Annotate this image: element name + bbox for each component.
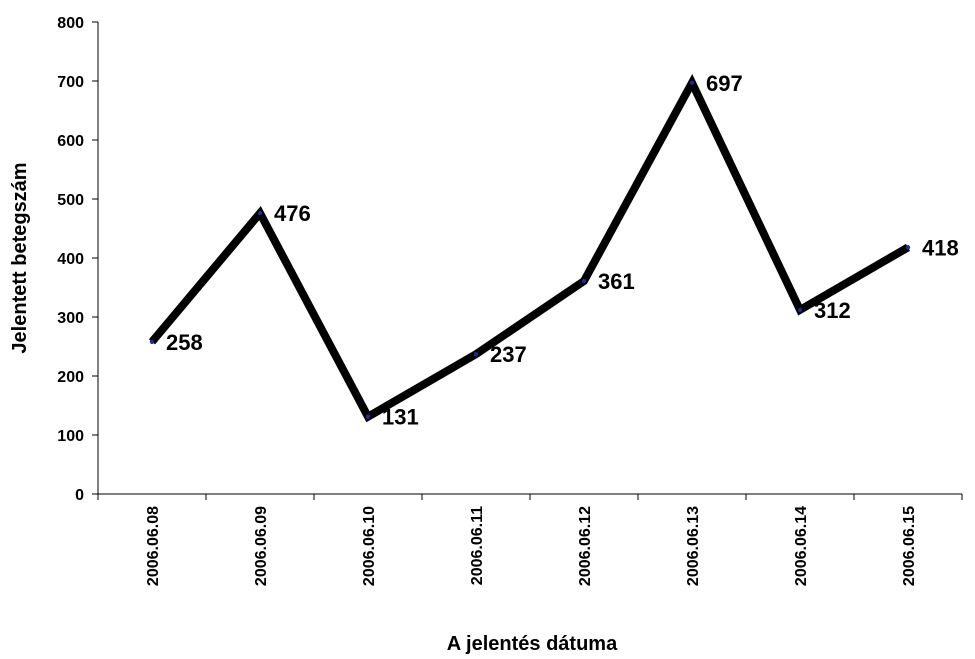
y-tick-label: 700 — [57, 74, 84, 91]
data-label: 476 — [274, 201, 311, 226]
x-axis-title: A jelentés dátuma — [447, 633, 618, 655]
y-tick-label: 100 — [57, 428, 84, 445]
data-point — [905, 245, 911, 250]
x-tick-label: 2006.06.12 — [577, 506, 594, 586]
data-point — [149, 339, 155, 344]
y-tick-label: 200 — [57, 369, 84, 386]
data-point — [797, 307, 803, 313]
y-tick-label: 800 — [57, 15, 84, 32]
y-tick-label: 600 — [57, 133, 84, 150]
x-tick-label: 2006.06.15 — [901, 506, 918, 586]
y-tick-label: 300 — [57, 310, 84, 327]
x-tick-label: 2006.06.11 — [469, 506, 486, 585]
data-point — [473, 351, 479, 357]
x-tick-label: 2006.06.13 — [685, 506, 702, 586]
data-point — [689, 80, 695, 85]
y-tick-label: 400 — [57, 251, 84, 268]
data-point — [365, 414, 371, 419]
data-labels-layer: 258 476 131 237 361 697 312 418 — [166, 71, 959, 430]
data-label: 131 — [382, 405, 419, 430]
series-line — [148, 73, 911, 423]
x-axis: 2006.06.08 2006.06.09 2006.06.10 2006.06.11… — [97, 493, 963, 586]
series-layer — [148, 73, 911, 423]
y-axis-title: Jelentett betegszám — [9, 162, 31, 353]
data-label: 258 — [166, 330, 203, 355]
data-label: 312 — [814, 298, 851, 323]
data-label: 418 — [922, 235, 959, 260]
y-axis: 0 100 200 300 400 500 600 700 800 — [57, 15, 99, 504]
x-tick-label: 2006.06.09 — [253, 506, 270, 586]
y-tick-label: 500 — [57, 192, 84, 209]
y-tick-label: 0 — [75, 487, 84, 504]
x-tick-label: 2006.06.10 — [361, 506, 378, 586]
x-tick-label: 2006.06.14 — [793, 506, 810, 586]
data-label: 697 — [706, 71, 743, 96]
data-label: 237 — [490, 342, 527, 367]
data-point — [257, 210, 263, 216]
x-tick-label: 2006.06.08 — [145, 506, 162, 586]
data-label: 361 — [598, 269, 635, 294]
data-point — [581, 278, 587, 284]
